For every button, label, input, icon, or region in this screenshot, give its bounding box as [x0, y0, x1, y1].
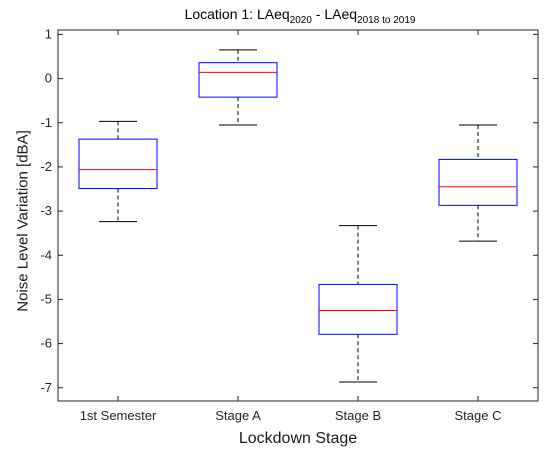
box — [438, 158, 518, 206]
y-tick-label: -3 — [40, 203, 52, 218]
x-axis-label: Lockdown Stage — [238, 430, 358, 447]
x-tick-label: Stage A — [215, 408, 261, 423]
x-tick-label: Stage B — [335, 408, 381, 423]
title-subscript-2: 2018 to 2019 — [357, 15, 416, 26]
y-tick-label: -7 — [40, 380, 52, 395]
plot-area-frame — [57, 29, 539, 402]
y-axis-label: Noise Level Variation [dBA] — [14, 130, 32, 312]
y-tick-label: -1 — [40, 115, 52, 130]
x-tick-label: 1st Semester — [80, 408, 157, 423]
title-prefix: Location 1: LAeq — [184, 6, 290, 22]
y-tick-label: -6 — [40, 336, 52, 351]
chart-title: Location 1: LAeq2020 - LAeq2018 to 2019 — [60, 6, 540, 26]
x-tick-label: Stage C — [455, 408, 502, 423]
box — [318, 283, 398, 335]
title-middle: - LAeq — [311, 6, 358, 22]
y-tick-label: 1 — [45, 26, 52, 41]
y-tick-label: -2 — [40, 159, 52, 174]
box — [198, 62, 278, 98]
box — [78, 138, 158, 190]
y-tick-label: 0 — [45, 71, 52, 86]
title-subscript-1: 2020 — [289, 15, 312, 26]
y-tick-label: -4 — [40, 247, 52, 262]
y-tick-label: -5 — [40, 291, 52, 306]
